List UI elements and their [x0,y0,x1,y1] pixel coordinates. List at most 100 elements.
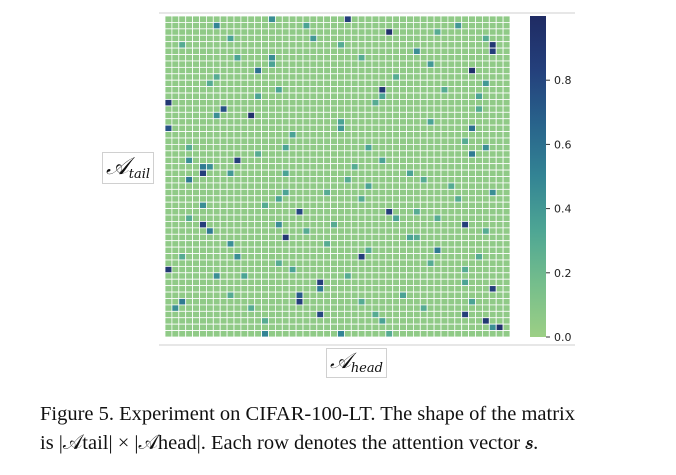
heatmap-cell [412,214,421,222]
heatmap-cell [226,54,235,62]
heatmap-cell [392,99,401,107]
heatmap-cell [502,240,511,248]
heatmap-cell [399,105,407,113]
heatmap-cell [385,253,394,261]
heatmap-cell [350,131,359,139]
heatmap-cell [426,214,435,222]
heatmap-cell [330,137,338,145]
heatmap-cell [178,272,187,280]
heatmap-cell [261,169,269,177]
heatmap-cell [419,47,428,55]
heatmap-cell [392,317,401,325]
heatmap-cell [185,291,193,299]
heatmap-cell [226,285,235,293]
heatmap-cell [364,66,373,75]
heatmap-cell [295,182,304,190]
heatmap-cell [281,176,290,184]
heatmap-cell [412,310,421,319]
heatmap-cell [433,60,442,68]
heatmap-cell [261,253,269,261]
heatmap-cell [171,323,180,331]
heatmap-cell [433,208,442,216]
heatmap-cell [192,253,200,261]
heatmap-cell [247,323,256,331]
heatmap-cell [199,253,207,261]
heatmap-cell [502,73,511,81]
heatmap-cell [350,304,359,312]
heatmap-cell [399,240,407,248]
heatmap-cell [226,208,235,216]
heatmap-cell [481,150,490,158]
heatmap-cell [502,298,511,306]
heatmap-cell [199,124,207,132]
heatmap-cell [178,137,187,145]
heatmap-cell [343,118,352,126]
heatmap-cell [274,54,283,62]
heatmap-cell [254,15,262,23]
heatmap-cell [171,41,180,49]
heatmap-cell [164,111,173,120]
heatmap-cell [288,195,297,203]
heatmap-cell [392,111,401,120]
heatmap-cell [247,66,256,75]
heatmap-cell [495,188,504,197]
heatmap-cell [385,92,394,100]
heatmap-cell [261,79,269,88]
heatmap-cell [454,79,463,88]
heatmap-cell [199,310,207,319]
heatmap-cell [226,317,235,325]
heatmap-cell [295,285,304,293]
heatmap-cell [399,111,407,120]
heatmap-cell [378,246,387,254]
heatmap-cell [461,92,470,100]
heatmap-cell [343,214,352,222]
heatmap-cell [316,317,325,325]
heatmap-cell [392,246,401,254]
heatmap-cell [371,169,380,177]
heatmap-cell [378,253,387,261]
heatmap-cell [274,240,283,248]
heatmap-cell [468,54,476,62]
heatmap-cell [274,79,283,88]
heatmap-cell [185,124,193,132]
heatmap-cell [364,330,373,338]
heatmap-cell [447,233,456,242]
heatmap-cell [337,272,345,280]
heatmap-cell [219,195,228,203]
heatmap-cell [385,131,394,139]
heatmap-cell [233,176,242,184]
heatmap-cell [412,304,421,312]
heatmap-cell [399,265,407,274]
heatmap-cell [495,92,504,100]
heatmap-cell [343,105,352,113]
heatmap-cell [461,86,470,94]
heatmap-cell [378,99,387,107]
heatmap-cell [261,124,269,132]
heatmap-cell [212,60,221,68]
heatmap-cell [468,182,476,190]
heatmap-cell [371,92,380,100]
heatmap-cell [385,28,394,36]
heatmap-cell [205,323,214,331]
heatmap-cell [164,163,173,171]
heatmap-cell [205,265,214,274]
heatmap-cell [475,195,483,203]
heatmap-cell [254,73,262,81]
heatmap-cell [392,278,401,287]
heatmap-cell [240,201,249,209]
heatmap-cell [378,323,387,331]
heatmap-cell [199,188,207,197]
heatmap-cell [426,304,435,312]
heatmap-cell [295,214,304,222]
heatmap-cell [481,298,490,306]
heatmap-cell [199,54,207,62]
heatmap-cell [399,124,407,132]
heatmap-cell [268,28,276,36]
heatmap-cell [412,28,421,36]
heatmap-cell [192,246,200,254]
heatmap-cell [440,278,449,287]
heatmap-cell [274,188,283,197]
heatmap-cell [495,163,504,171]
heatmap-cell [226,233,235,242]
heatmap-cell [392,143,401,152]
